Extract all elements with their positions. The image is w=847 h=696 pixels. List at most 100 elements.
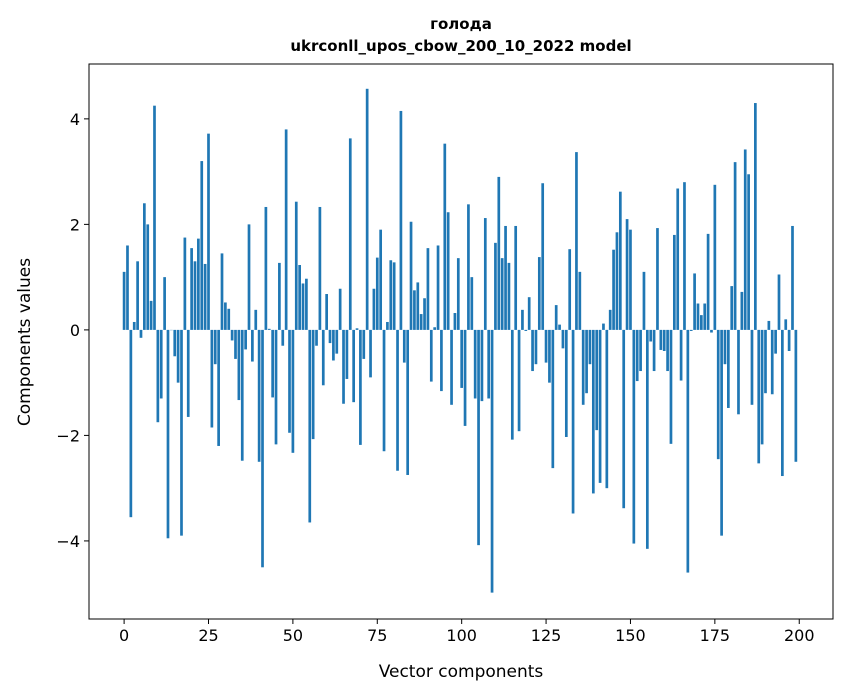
bar-11 — [159, 329, 163, 399]
bar-141 — [598, 329, 602, 483]
bar-127 — [551, 329, 555, 469]
bar-164 — [676, 188, 680, 330]
bar-135 — [578, 271, 582, 330]
bar-86 — [413, 290, 416, 330]
bar-139 — [591, 329, 595, 494]
x-tick-label: 175 — [700, 626, 731, 645]
bar-99 — [456, 258, 460, 330]
bar-35 — [240, 329, 244, 461]
bar-192 — [770, 329, 774, 395]
bar-88 — [419, 314, 423, 330]
x-tick-label: 125 — [531, 626, 562, 645]
bar-61 — [328, 329, 332, 344]
bar-60 — [325, 294, 328, 330]
bar-40 — [257, 329, 261, 462]
bar-176 — [716, 329, 720, 460]
bar-126 — [548, 329, 551, 383]
bar-47 — [281, 329, 285, 346]
bar-48 — [284, 129, 288, 330]
bar-114 — [507, 262, 511, 330]
bar-159 — [659, 329, 663, 350]
bar-12 — [163, 277, 166, 330]
bar-25 — [207, 133, 210, 330]
bar-49 — [288, 329, 291, 433]
bar-90 — [426, 248, 430, 330]
bar-46 — [278, 262, 281, 330]
bar-56 — [311, 329, 315, 440]
bar-195 — [781, 329, 784, 477]
y-tick-label: −4 — [56, 532, 80, 551]
bar-132 — [568, 249, 572, 330]
bar-31 — [227, 308, 231, 330]
plot-frame — [88, 63, 834, 620]
x-tick-label: 0 — [119, 626, 129, 645]
bar-36 — [244, 329, 247, 350]
bar-199 — [794, 329, 798, 462]
bar-83 — [402, 329, 406, 363]
y-tick-label: 0 — [70, 321, 80, 340]
bar-84 — [406, 329, 410, 475]
bar-20 — [190, 248, 193, 330]
bar-148 — [622, 329, 626, 509]
bar-105 — [477, 329, 480, 546]
bar-175 — [713, 184, 717, 330]
bar-66 — [345, 329, 349, 379]
y-tick-label: 2 — [70, 215, 80, 234]
bar-89 — [423, 298, 426, 330]
bar-91 — [429, 329, 433, 382]
bar-193 — [774, 329, 777, 354]
bar-183 — [740, 291, 744, 330]
bar-81 — [396, 329, 399, 471]
bar-120 — [527, 297, 531, 330]
bar-185 — [747, 174, 750, 330]
bar-198 — [791, 225, 794, 330]
bar-57 — [315, 329, 318, 346]
bar-45 — [274, 329, 278, 445]
bar-73 — [369, 329, 372, 378]
bars-group — [122, 88, 798, 593]
bar-142 — [602, 323, 605, 330]
bar-71 — [362, 329, 366, 359]
bar-181 — [733, 162, 737, 330]
bar-0 — [122, 271, 126, 330]
bar-8 — [149, 300, 153, 330]
bar-13 — [166, 329, 170, 539]
bar-54 — [305, 278, 308, 330]
bar-9 — [153, 105, 156, 330]
bar-100 — [460, 329, 464, 388]
bar-50 — [291, 329, 295, 453]
bar-131 — [564, 329, 568, 437]
bar-110 — [494, 242, 497, 330]
bar-109 — [490, 329, 494, 593]
bar-44 — [271, 329, 274, 398]
bar-178 — [723, 329, 727, 365]
bar-190 — [764, 329, 767, 394]
bar-116 — [514, 225, 518, 330]
bar-97 — [450, 329, 453, 405]
bar-87 — [416, 282, 420, 330]
bar-93 — [436, 245, 440, 330]
bar-65 — [342, 329, 345, 404]
bar-5 — [139, 329, 143, 338]
bar-113 — [504, 225, 507, 330]
bar-106 — [480, 329, 484, 402]
bar-119 — [524, 329, 528, 331]
bar-96 — [446, 212, 450, 330]
bar-103 — [470, 277, 474, 330]
bar-21 — [193, 261, 197, 330]
bar-186 — [750, 329, 754, 405]
bar-196 — [784, 319, 788, 330]
bar-101 — [463, 329, 467, 426]
bar-38 — [251, 329, 254, 362]
bar-189 — [760, 329, 764, 445]
bar-137 — [585, 329, 588, 394]
bar-167 — [686, 329, 690, 573]
ticks-group: 0 25 50 75 100 125 150 175 200 −4 −2 0 2 4 — [56, 110, 814, 645]
bar-72 — [365, 88, 369, 330]
bar-1 — [126, 245, 129, 330]
bar-179 — [727, 329, 730, 408]
bar-166 — [683, 182, 686, 330]
bar-10 — [156, 329, 160, 423]
bar-108 — [487, 329, 491, 399]
bar-123 — [537, 257, 541, 330]
